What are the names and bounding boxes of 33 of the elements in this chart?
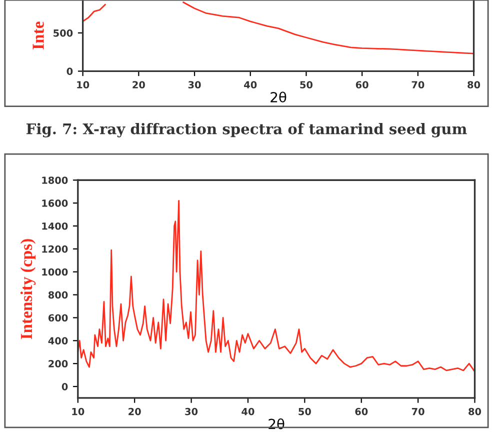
x-tick-label: 80 xyxy=(468,408,482,416)
x-tick-label: 10 xyxy=(72,408,84,416)
y-tick-label: 800 xyxy=(48,291,68,299)
x-tick-label: 50 xyxy=(300,81,313,88)
x-tick-label: 20 xyxy=(128,408,141,416)
x-tick-label: 80 xyxy=(468,81,480,88)
y-tick-label: 200 xyxy=(48,360,68,368)
x-tick-label: 40 xyxy=(242,408,254,416)
y-axis-title: Inte xyxy=(32,22,44,50)
x-axis-title: 2θ xyxy=(270,92,286,102)
x-tick-label: 30 xyxy=(185,408,198,416)
x-tick-label: 40 xyxy=(244,81,257,88)
y-tick-label: 1600 xyxy=(42,200,68,207)
line-series xyxy=(78,200,475,372)
x-tick-label: 20 xyxy=(132,81,145,88)
x-tick-label: 60 xyxy=(356,81,368,88)
y-tick-label: 500 xyxy=(54,29,73,37)
x-tick-label: 10 xyxy=(77,81,90,88)
x-tick-label: 30 xyxy=(188,81,201,88)
y-tick-label: 0 xyxy=(66,68,73,76)
y-tick-label: 1400 xyxy=(42,222,68,230)
caption: Fig. 7: X-ray diffraction spectra of tamarind seed gum xyxy=(26,123,467,138)
y-axis-title: Intensity (cps) xyxy=(20,239,36,340)
y-tick-label: 600 xyxy=(48,314,68,322)
x-tick-label: 70 xyxy=(412,81,424,88)
x-tick-label: 60 xyxy=(355,408,368,416)
y-tick-label: 1800 xyxy=(42,176,68,184)
y-tick-label: 0 xyxy=(62,382,68,390)
x-tick-label: 70 xyxy=(412,408,424,416)
x-tick-label: 50 xyxy=(298,408,311,416)
y-tick-label: 400 xyxy=(48,337,68,344)
y-tick-label: 1000 xyxy=(42,268,68,276)
y-tick-label: 1200 xyxy=(42,245,68,253)
